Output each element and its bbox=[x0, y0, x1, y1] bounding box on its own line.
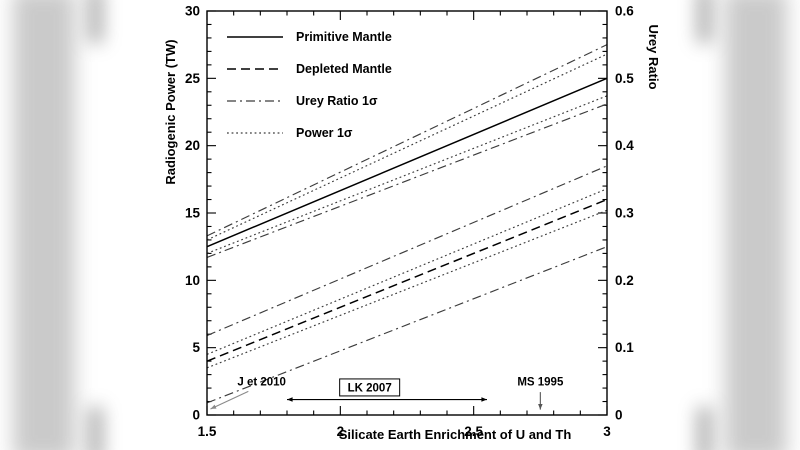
background-blur-left bbox=[13, 0, 75, 450]
y-left-tick-label: 0 bbox=[192, 408, 200, 423]
plot-frame bbox=[206, 10, 608, 416]
background-blur-right bbox=[725, 0, 787, 450]
series-line bbox=[206, 188, 608, 355]
annotation-label: LK 2007 bbox=[348, 382, 392, 394]
series-line bbox=[206, 246, 608, 404]
y-left-tick-label: 30 bbox=[185, 4, 200, 19]
series-line bbox=[206, 77, 608, 248]
annotation-label: J et 2010 bbox=[237, 376, 286, 388]
x-tick-label: 2.5 bbox=[464, 424, 483, 439]
background-smudge-bottom-right bbox=[697, 407, 712, 450]
annotation-arrowhead bbox=[210, 404, 217, 409]
background-smudge-top-left bbox=[88, 0, 103, 43]
legend-line-solid-icon bbox=[227, 36, 283, 38]
legend-line-dotted-icon bbox=[227, 132, 283, 134]
legend-label-power-1sigma: Power 1σ bbox=[296, 126, 353, 140]
annotation-box bbox=[339, 378, 401, 397]
legend: Primitive Mantle Depleted Mantle Urey Ra… bbox=[226, 21, 392, 149]
y-right-tick-label: 0.4 bbox=[615, 138, 634, 153]
y-right-tick-label: 0.2 bbox=[615, 273, 634, 288]
series-line bbox=[206, 165, 608, 337]
y-right-tick-label: 0.5 bbox=[615, 71, 634, 86]
series-line bbox=[206, 198, 608, 362]
legend-item-power-1sigma: Power 1σ bbox=[226, 117, 392, 149]
annotation-arrowhead bbox=[538, 404, 543, 410]
y-left-tick-label: 25 bbox=[185, 71, 201, 86]
y-axis-label-right: Urey Ratio bbox=[646, 24, 661, 90]
y-axis-label-left: Radiogenic Power (TW) bbox=[163, 39, 178, 185]
legend-line-dashdot-icon bbox=[227, 100, 283, 102]
legend-item-primitive-mantle: Primitive Mantle bbox=[226, 21, 392, 53]
legend-label-urey-ratio-1sigma: Urey Ratio 1σ bbox=[296, 94, 378, 108]
x-tick-label: 1.5 bbox=[198, 424, 217, 439]
y-right-tick-label: 0.6 bbox=[615, 4, 634, 19]
annotation-arrowhead bbox=[481, 397, 487, 402]
legend-line-dashed-icon bbox=[227, 68, 283, 70]
annotation-label: MS 1995 bbox=[517, 376, 564, 388]
y-right-tick-label: 0.1 bbox=[615, 340, 634, 355]
legend-item-depleted-mantle: Depleted Mantle bbox=[226, 53, 392, 85]
series-line bbox=[206, 103, 608, 258]
y-left-tick-label: 15 bbox=[185, 206, 201, 221]
x-tick-label: 2 bbox=[337, 424, 345, 439]
y-right-tick-label: 0 bbox=[615, 408, 623, 423]
x-axis-label: Silicate Earth Enrichment of U and Th bbox=[338, 427, 572, 442]
y-right-tick-label: 0.3 bbox=[615, 206, 634, 221]
y-left-tick-label: 20 bbox=[185, 138, 200, 153]
legend-item-urey-ratio-1sigma: Urey Ratio 1σ bbox=[226, 85, 392, 117]
legend-label-primitive-mantle: Primitive Mantle bbox=[296, 30, 392, 44]
series-line bbox=[206, 44, 608, 237]
y-left-tick-label: 5 bbox=[192, 340, 200, 355]
annotation-arrow bbox=[210, 390, 249, 410]
x-tick-label: 3 bbox=[603, 424, 611, 439]
annotation-arrowhead bbox=[287, 397, 293, 402]
background-smudge-top-right bbox=[697, 0, 712, 43]
background-smudge-bottom-left bbox=[88, 407, 103, 450]
y-left-tick-label: 10 bbox=[185, 273, 200, 288]
legend-label-depleted-mantle: Depleted Mantle bbox=[296, 62, 392, 76]
